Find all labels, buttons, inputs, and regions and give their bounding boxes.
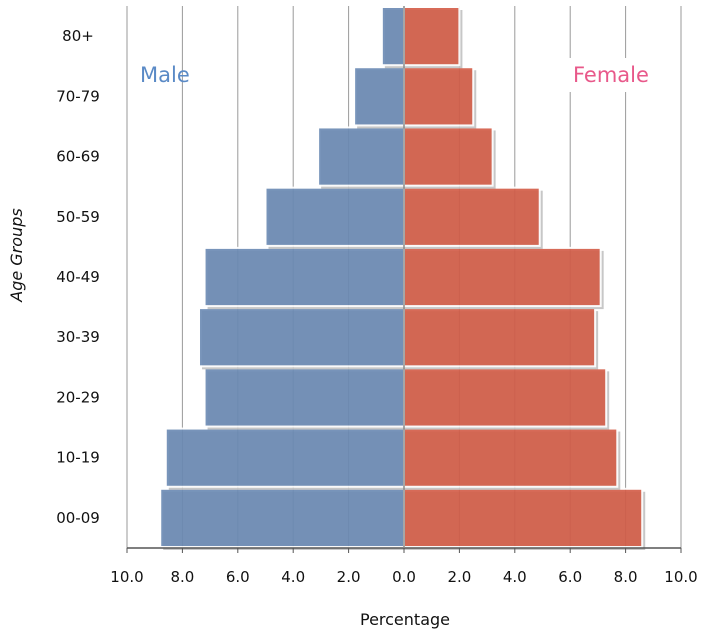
x-tick-label: 10.0 bbox=[110, 568, 143, 586]
age-group-label: 50-59 bbox=[56, 208, 100, 226]
female-bar bbox=[403, 66, 475, 127]
category-labels: 00-09 10-19 20-29 30-39 40-49 50-59 60-69 70-79… bbox=[56, 27, 100, 527]
male-bar bbox=[203, 367, 405, 428]
female-bar bbox=[403, 307, 597, 368]
male-bar bbox=[353, 66, 406, 127]
female-bar bbox=[403, 186, 541, 247]
female-bar bbox=[403, 126, 494, 187]
x-tick-label: 8.0 bbox=[170, 568, 194, 586]
female-bar bbox=[403, 367, 608, 428]
legend-female-label: Female bbox=[573, 63, 649, 87]
x-axis-title: Percentage bbox=[360, 610, 450, 629]
female-bar bbox=[403, 487, 644, 548]
age-group-label: 20-29 bbox=[56, 388, 100, 406]
male-bar bbox=[203, 246, 405, 308]
male-bar bbox=[198, 307, 405, 368]
age-group-label: 70-79 bbox=[56, 87, 100, 105]
x-tick-label: 2.0 bbox=[447, 568, 471, 586]
male-bar bbox=[380, 6, 405, 67]
x-tick-label: 6.0 bbox=[226, 568, 250, 586]
female-bar bbox=[403, 6, 461, 67]
x-tick-label: 10.0 bbox=[664, 568, 697, 586]
age-group-label: 00-09 bbox=[56, 509, 100, 527]
male-bar bbox=[159, 487, 405, 548]
y-axis-title: Age Groups bbox=[7, 208, 26, 302]
legend-female: Female bbox=[569, 58, 659, 92]
age-group-label: 80+ bbox=[62, 27, 94, 45]
x-tick-label: 4.0 bbox=[503, 568, 527, 586]
x-tick-label: 8.0 bbox=[614, 568, 638, 586]
x-tick-label: 0.0 bbox=[392, 568, 416, 586]
female-bar bbox=[403, 427, 619, 488]
male-bar bbox=[264, 186, 405, 247]
legend-female-box bbox=[569, 58, 659, 92]
age-group-label: 10-19 bbox=[56, 449, 100, 467]
legend-male: Male bbox=[140, 63, 190, 87]
x-tick-label: 4.0 bbox=[281, 568, 305, 586]
x-tick-labels: 10.0 8.0 6.0 4.0 2.0 0.0 2.0 4.0 6.0 8.0 10.0 bbox=[110, 548, 698, 586]
x-tick-label: 6.0 bbox=[558, 568, 582, 586]
age-group-label: 30-39 bbox=[56, 328, 100, 346]
female-bar bbox=[403, 246, 602, 308]
male-bar bbox=[164, 427, 405, 488]
x-tick-label: 2.0 bbox=[337, 568, 361, 586]
age-group-label: 60-69 bbox=[56, 148, 100, 166]
bars bbox=[159, 6, 646, 550]
male-bar bbox=[317, 126, 406, 187]
age-group-label: 40-49 bbox=[56, 268, 100, 286]
